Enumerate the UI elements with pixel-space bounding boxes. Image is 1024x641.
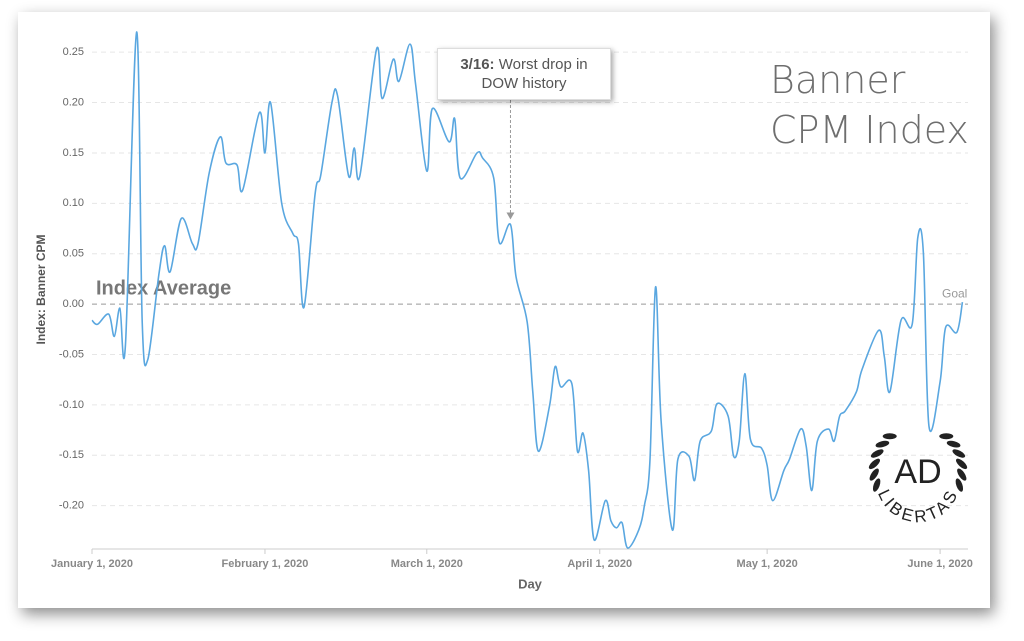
logo-leaf [957,468,967,481]
x-axis-label: Day [518,576,543,591]
logo-leaf [939,433,954,440]
logo-leaf [869,468,879,481]
chart-title: Banner CPM Index [770,58,969,152]
y-tick-label: -0.20 [59,500,84,512]
x-tick-label: April 1, 2020 [567,558,632,570]
logo-leaf [882,433,897,440]
chart-card [18,12,990,608]
reference-label: Goal [942,286,967,300]
logo-name: LIBERTAS [874,487,961,527]
x-tick-label: January 1, 2020 [51,558,133,570]
x-tick-label: June 1, 2020 [907,558,972,570]
logo-leaf [955,458,968,470]
annotation-title: 3/16: [460,56,495,73]
logo-leaf [870,449,884,458]
logo-name-wrap: LIBERTAS [874,487,963,527]
data-line [91,31,964,549]
logo-leaf [952,449,966,458]
y-tick-label: -0.15 [59,449,84,461]
y-tick-label: -0.10 [59,399,84,411]
logo-initials: AD [894,453,941,491]
y-tick-label: -0.05 [59,348,84,360]
annotation-text: Worst drop in DOW history [481,56,588,92]
y-tick-label: 0.20 [63,96,84,108]
x-tick-label: February 1, 2020 [222,558,309,570]
logo-leaf [868,458,881,470]
x-tick-label: March 1, 2020 [391,558,463,570]
logo-leaf [955,478,964,492]
logo-leaf [872,478,881,492]
y-axis-label: Index: Banner CPM [34,234,48,344]
annotation-box: 3/16: Worst drop in DOW history [437,48,611,100]
logo-leaf [946,440,961,448]
y-tick-label: 0.15 [63,147,84,159]
logo-leaf [875,440,890,448]
y-tick-label: 0.05 [63,248,84,260]
y-tick-label: 0.25 [63,46,84,58]
y-tick-label: 0.00 [63,298,84,310]
y-tick-label: 0.10 [63,197,84,209]
x-tick-label: May 1, 2020 [737,558,798,570]
annotation-arrowhead [506,212,515,220]
reference-side-label: Index Average [96,277,231,299]
